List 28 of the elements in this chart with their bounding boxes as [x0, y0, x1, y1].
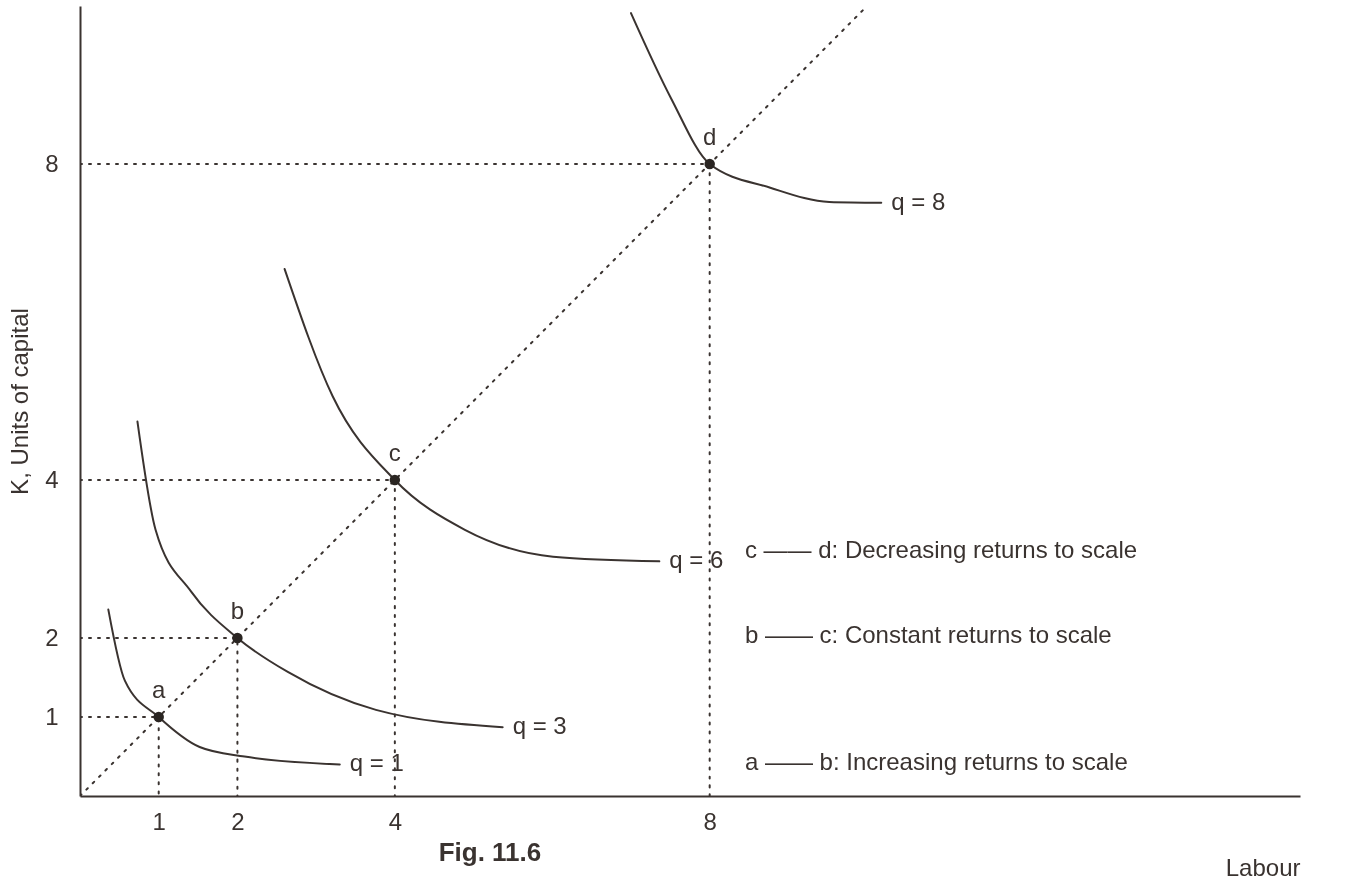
series-label: q = 1 [349, 749, 404, 777]
y-tick-label: 8 [45, 149, 59, 177]
annotation: b [230, 597, 245, 624]
line-series [629, 12, 883, 204]
annotation: b —— c: Constant returns to scale [744, 620, 1112, 648]
text: Fig. 11.6 [438, 837, 542, 867]
annotation: c —— d: Decreasing returns to scale [744, 536, 1138, 564]
annotation: c [388, 439, 401, 466]
y-axis-title: K, Units of capital [6, 308, 34, 495]
point [389, 474, 401, 486]
x-tick-label: 2 [231, 807, 245, 835]
y-tick-label: 2 [45, 623, 59, 651]
annotation: a —— b: Increasing returns to scale [744, 747, 1128, 775]
series-label: q = 3 [512, 712, 567, 740]
x-axis-title: Labour [1225, 853, 1301, 879]
point [704, 158, 715, 170]
annotation: a [152, 676, 167, 703]
line-series [283, 268, 661, 563]
x-tick-label: 8 [703, 807, 717, 835]
annotation: d [703, 123, 717, 150]
x-tick-label: 1 [152, 807, 166, 835]
series-label: q = 8 [891, 187, 946, 215]
x-tick-label: 4 [388, 807, 403, 835]
y-tick-label: 4 [45, 465, 59, 493]
point [232, 632, 243, 644]
y-tick-label: 1 [45, 702, 59, 730]
series-label: q = 6 [669, 546, 724, 574]
point [153, 711, 164, 723]
